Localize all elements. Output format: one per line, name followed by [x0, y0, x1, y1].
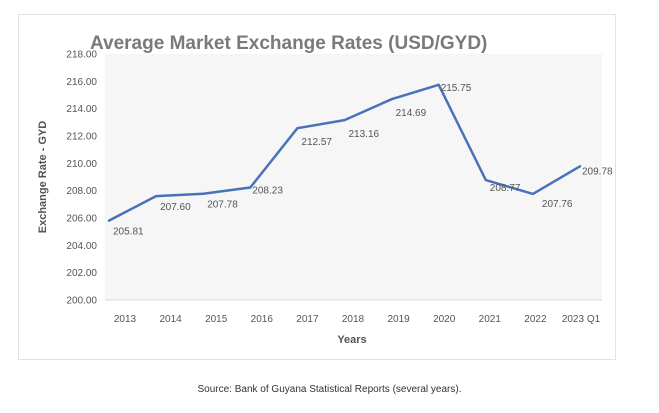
data-label: 207.60: [160, 202, 191, 213]
x-tick-label: 2021: [479, 314, 502, 325]
series-line: [107, 83, 582, 222]
x-axis-label: Years: [337, 334, 366, 346]
data-labels: 205.81 207.60 207.78 208.23 212.57 213.16 214.…: [113, 83, 613, 238]
data-label: 214.69: [396, 108, 427, 119]
data-label: 207.76: [542, 199, 573, 210]
x-tick-label: 2022: [524, 314, 547, 325]
x-tick-label: 2019: [387, 314, 410, 325]
y-tick-label: 210.00: [66, 159, 97, 170]
x-tick-label: 2014: [159, 314, 182, 325]
y-tick-label: 212.00: [66, 132, 97, 143]
data-label: 205.81: [113, 227, 144, 238]
data-label: 209.78: [582, 166, 613, 177]
x-axis-ticks: 2013 2014 2015 2016 2017 2018 2019 2020 2021 2022…: [114, 314, 601, 325]
y-tick-label: 200.00: [66, 296, 97, 307]
y-tick-label: 214.00: [66, 104, 97, 115]
data-label: 215.75: [441, 83, 472, 94]
data-label: 213.16: [349, 129, 380, 140]
x-tick-label: 2017: [296, 314, 319, 325]
x-tick-label: 2023 Q1: [562, 314, 601, 325]
x-tick-label: 2018: [342, 314, 365, 325]
data-label: 208.77: [490, 183, 521, 194]
y-tick-label: 218.00: [66, 50, 97, 61]
line-chart: Average Market Exchange Rates (USD/GYD) …: [37, 33, 613, 346]
y-tick-label: 208.00: [66, 186, 97, 197]
x-tick-label: 2013: [114, 314, 137, 325]
y-axis-label: Exchange Rate - GYD: [37, 121, 49, 234]
data-label: 208.23: [252, 186, 283, 197]
chart-title: Average Market Exchange Rates (USD/GYD): [90, 33, 487, 54]
y-tick-label: 202.00: [66, 268, 97, 279]
data-label: 207.78: [207, 200, 238, 211]
x-tick-label: 2015: [205, 314, 228, 325]
chart-frame: Average Market Exchange Rates (USD/GYD) …: [18, 14, 616, 360]
x-tick-label: 2016: [251, 314, 274, 325]
plot-area: [105, 54, 602, 300]
y-tick-label: 216.00: [66, 77, 97, 88]
x-tick-label: 2020: [433, 314, 456, 325]
y-tick-label: 204.00: [66, 241, 97, 252]
data-label: 212.57: [301, 137, 332, 148]
y-tick-label: 206.00: [66, 214, 97, 225]
source-note: Source: Bank of Guyana Statistical Repor…: [197, 384, 462, 395]
y-axis-ticks: 200.00 202.00 204.00 206.00 208.00 210.00 212.…: [66, 50, 97, 307]
